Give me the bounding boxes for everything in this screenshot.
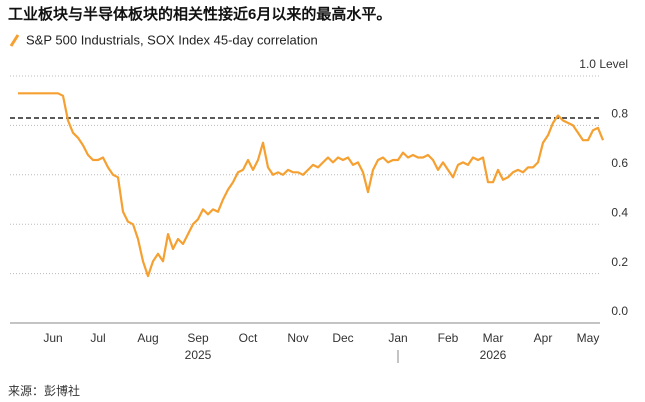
x-tick-label: Jun	[43, 331, 62, 345]
y-tick-label: 0.2	[611, 255, 628, 269]
data-line	[18, 92, 605, 278]
y-tick-label: 0.8	[611, 107, 628, 121]
legend-label: S&P 500 Industrials, SOX Index 45-day co…	[26, 32, 318, 47]
y-tick-label: 0.0	[611, 304, 628, 318]
x-tick-label: Dec	[332, 331, 353, 345]
y-tick-label: 0.4	[611, 205, 628, 219]
year-label: 2026	[480, 348, 507, 362]
year-label: 2025	[185, 348, 212, 362]
source: 来源：彭博社	[8, 383, 80, 398]
x-tick-label: Nov	[287, 331, 308, 345]
x-tick-label: May	[577, 331, 600, 345]
x-tick-label: Feb	[438, 331, 459, 345]
x-tick-label: Oct	[239, 331, 258, 345]
chart-title: 工业板块与半导体板块的相关性接近6月以来的最高水平。	[8, 5, 391, 23]
y-tick-label: 0.6	[611, 156, 628, 170]
x-tick-label: Sep	[187, 331, 209, 345]
x-tick-label: Jan	[388, 331, 407, 345]
x-tick-label: Jul	[90, 331, 105, 345]
x-tick-label: Apr	[534, 331, 553, 345]
x-tick-label: Aug	[137, 331, 158, 345]
legend-icon	[9, 34, 20, 47]
y-tick-label: 1.0 Level	[579, 57, 628, 71]
x-tick-label: Mar	[483, 331, 504, 345]
